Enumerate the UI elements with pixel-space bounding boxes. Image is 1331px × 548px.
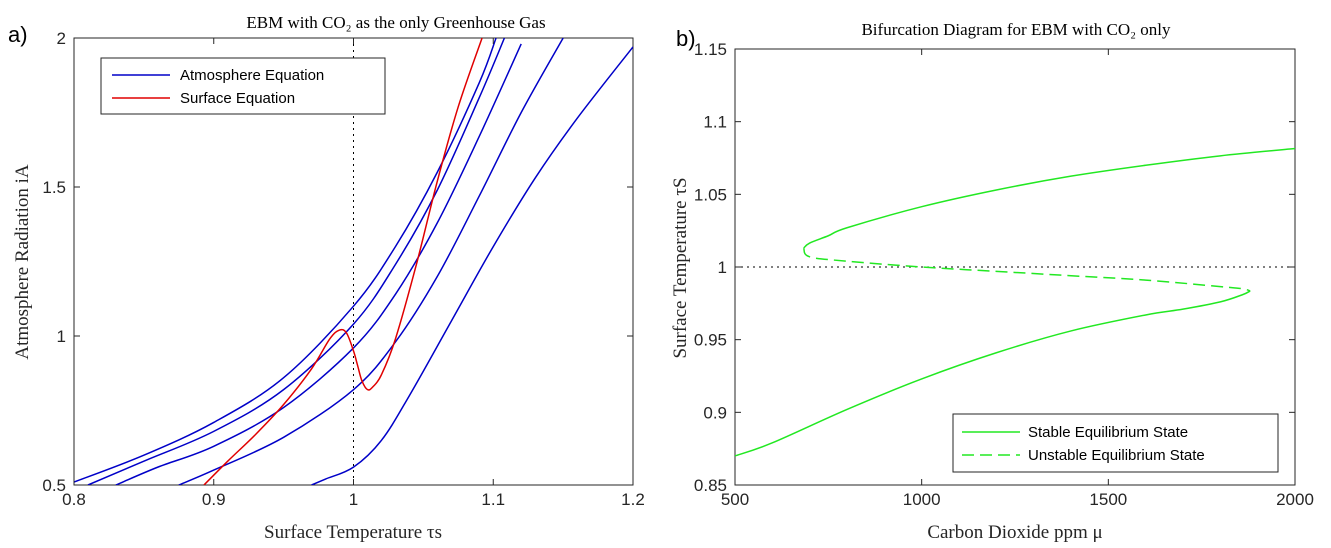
y-tick-label: 1.15 <box>694 40 727 59</box>
series-line-atmosphere-equation-3 <box>178 38 564 485</box>
panel-a-y-axis-label: Atmosphere Radiation iA <box>12 164 33 360</box>
panel-a-legend-box <box>100 57 386 115</box>
series-line-atmosphere-equation-4 <box>311 46 633 485</box>
x-tick-label: 1500 <box>1089 490 1127 509</box>
legend-label-unstable: Unstable Equilibrium State <box>1028 447 1205 464</box>
y-tick-label: 1.05 <box>694 185 727 204</box>
panel-a-y-ticks: 0.5 1 1.5 2 <box>42 29 633 495</box>
panel-b-plot-area <box>735 147 1295 457</box>
series-line-surface-equation-5 <box>203 38 483 485</box>
panel-a-series-group <box>74 38 633 485</box>
x-tick-label: 1.2 <box>621 490 645 509</box>
series-line-unstable-equilibrium-state-1 <box>802 247 1251 292</box>
x-tick-label: 0.9 <box>202 490 226 509</box>
panel-a: a) EBM with CO₂ as the only Greenhouse G… <box>8 13 645 543</box>
y-tick-label: 1.1 <box>703 113 727 132</box>
panel-a-letter: a) <box>8 22 28 47</box>
series-line-stable-equilibrium-state-0 <box>803 147 1295 249</box>
series-line-stable-equilibrium-state-2 <box>735 290 1251 457</box>
y-tick-label: 0.9 <box>703 403 727 422</box>
y-tick-label: 0.85 <box>694 476 727 495</box>
panel-b-y-ticks: 0.85 0.9 0.95 1 1.05 1.1 1.15 <box>694 40 1295 495</box>
x-tick-label: 0.8 <box>62 490 86 509</box>
y-tick-label: 0.5 <box>42 476 66 495</box>
y-tick-label: 2 <box>57 29 66 48</box>
legend-label-surface: Surface Equation <box>180 90 295 107</box>
panel-b-y-axis-label: Surface Temperature τS <box>670 177 691 358</box>
y-tick-label: 1 <box>718 258 727 277</box>
x-tick-label: 500 <box>721 490 749 509</box>
legend-label-stable: Stable Equilibrium State <box>1028 424 1188 441</box>
panel-b-legend-box <box>952 413 1279 473</box>
y-tick-label: 0.95 <box>694 331 727 350</box>
legend-label-atmosphere: Atmosphere Equation <box>180 67 324 84</box>
panel-a-legend: Atmosphere Equation Surface Equation <box>100 57 386 115</box>
series-line-atmosphere-equation-0 <box>74 38 497 483</box>
panel-b-title: Bifurcation Diagram for EBM with CO₂ onl… <box>861 20 1171 39</box>
panel-b-legend: Stable Equilibrium State Unstable Equili… <box>952 413 1279 473</box>
series-line-atmosphere-equation-2 <box>115 43 522 485</box>
x-tick-label: 2000 <box>1276 490 1314 509</box>
panel-b-series-group <box>735 147 1295 457</box>
series-line-atmosphere-equation-1 <box>87 38 506 485</box>
x-tick-label: 1 <box>349 490 358 509</box>
x-tick-label: 1000 <box>903 490 941 509</box>
y-tick-label: 1 <box>57 327 66 346</box>
x-tick-label: 1.1 <box>481 490 505 509</box>
panel-b-x-axis-label: Carbon Dioxide ppm μ <box>927 522 1102 543</box>
panel-a-plot-area <box>74 38 633 485</box>
panel-a-title: EBM with CO₂ as the only Greenhouse Gas <box>246 13 545 32</box>
panel-b-x-ticks: 500 1000 1500 2000 <box>721 49 1314 509</box>
y-tick-label: 1.5 <box>42 178 66 197</box>
panel-a-x-ticks: 0.8 0.9 1 1.1 1.2 <box>62 38 645 509</box>
panel-b-letter: b) <box>676 26 696 51</box>
panel-b: b) Bifurcation Diagram for EBM with CO₂ … <box>670 20 1314 543</box>
panel-a-x-axis-label: Surface Temperature τs <box>264 522 442 543</box>
